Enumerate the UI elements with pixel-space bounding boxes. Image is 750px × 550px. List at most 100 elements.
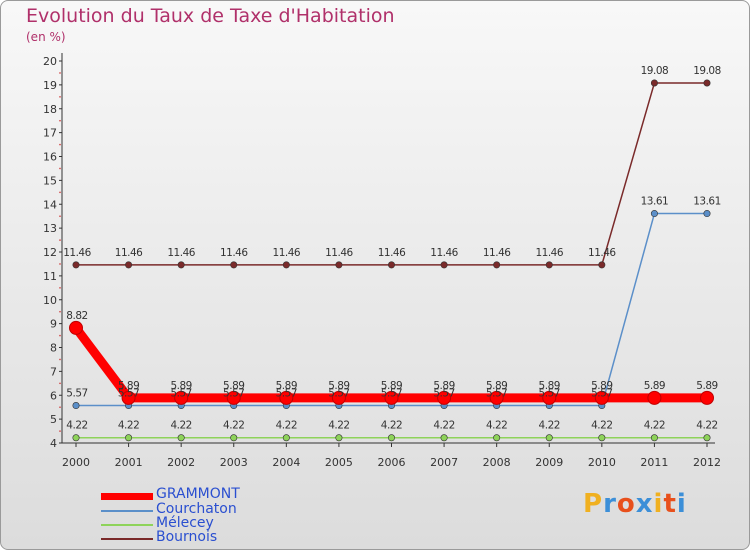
- data-label: 5.57: [591, 388, 612, 400]
- legend-label-grammont: GRAMMONT: [156, 486, 240, 502]
- y-tick-label: 9: [50, 318, 57, 331]
- data-label: 4.22: [381, 420, 402, 432]
- y-tick-label: 8: [50, 342, 57, 355]
- data-label: 5.89: [328, 380, 349, 392]
- y-tick-label: 14: [43, 198, 57, 211]
- x-tick-label: 2010: [588, 456, 616, 469]
- data-point: [335, 261, 343, 269]
- logo-letter: x: [635, 489, 654, 519]
- data-label: 5.57: [381, 388, 402, 400]
- data-label: 19.08: [641, 65, 669, 77]
- data-label: 11.46: [220, 247, 248, 259]
- data-label: 11.46: [63, 247, 91, 259]
- data-point: [72, 402, 80, 410]
- y-minor-tick: [59, 239, 61, 241]
- x-tick-label: 2000: [62, 456, 90, 469]
- data-label: 4.22: [66, 420, 87, 432]
- data-label: 5.89: [381, 380, 402, 392]
- logo-letter: r: [603, 489, 617, 519]
- data-label: 4.22: [328, 420, 349, 432]
- data-label: 13.61: [693, 196, 721, 208]
- y-tick-label: 17: [43, 127, 57, 140]
- data-point: [69, 320, 83, 335]
- data-label: 11.46: [483, 247, 511, 259]
- data-point: [125, 434, 133, 442]
- data-label: 11.46: [115, 247, 143, 259]
- legend-label-courchaton: Courchaton: [156, 501, 237, 517]
- data-label: 4.22: [486, 420, 507, 432]
- data-label: 11.46: [430, 247, 458, 259]
- data-point: [440, 261, 448, 269]
- y-minor-tick: [59, 406, 61, 408]
- data-label: 11.46: [167, 247, 195, 259]
- data-point: [545, 261, 553, 269]
- data-point: [72, 261, 80, 269]
- data-point: [230, 434, 238, 442]
- y-tick-label: 5: [50, 413, 57, 426]
- series-line-3: [75, 82, 708, 266]
- data-point: [598, 434, 606, 442]
- y-tick-label: 4: [50, 437, 57, 450]
- y-tick-label: 18: [43, 103, 57, 116]
- data-label: 5.57: [118, 388, 139, 400]
- data-point: [594, 390, 609, 405]
- legend-swatch-melecey: [101, 524, 153, 526]
- data-label: 4.22: [223, 420, 244, 432]
- data-label: 5.89: [223, 380, 244, 392]
- y-minor-tick: [59, 430, 61, 432]
- x-tick-label: 2003: [220, 456, 248, 469]
- data-label: 13.61: [641, 196, 669, 208]
- data-point: [650, 79, 658, 87]
- data-label: 11.46: [588, 247, 616, 259]
- y-tick-label: 12: [43, 246, 57, 259]
- data-point: [331, 390, 346, 405]
- y-tick-label: 7: [50, 365, 57, 378]
- legend-label-bournois: Bournois: [156, 529, 218, 545]
- y-minor-tick: [59, 191, 61, 194]
- y-minor-tick: [59, 334, 61, 337]
- data-label: 5.89: [276, 380, 297, 392]
- data-label: 5.89: [696, 380, 717, 392]
- data-point: [174, 390, 189, 405]
- legend-swatch-grammont: [101, 493, 153, 500]
- x-tick-label: 2008: [483, 456, 511, 469]
- data-point: [279, 390, 294, 405]
- data-point: [282, 261, 290, 269]
- data-point: [700, 390, 714, 405]
- y-minor-tick: [59, 96, 61, 98]
- data-label: 5.89: [539, 380, 560, 392]
- data-label: 19.08: [693, 65, 721, 77]
- data-label: 5.89: [170, 380, 191, 392]
- x-tick-label: 2002: [167, 456, 195, 469]
- y-minor-tick: [59, 382, 61, 385]
- y-minor-tick: [59, 310, 61, 313]
- data-point: [387, 261, 395, 269]
- data-point: [226, 390, 241, 405]
- y-tick-label: 10: [43, 294, 57, 307]
- y-tick-label: 19: [43, 79, 57, 92]
- data-label: 8.82: [66, 310, 87, 322]
- data-point: [647, 390, 662, 405]
- data-point: [437, 390, 452, 405]
- logo-letter: P: [583, 489, 604, 519]
- data-point: [598, 261, 606, 269]
- data-point: [440, 434, 448, 442]
- data-label: 4.22: [118, 420, 139, 432]
- y-tick-label: 16: [43, 151, 57, 164]
- data-label: 5.57: [433, 388, 454, 400]
- y-minor-tick: [59, 119, 61, 122]
- y-minor-tick: [59, 72, 61, 74]
- legend-swatch-courchaton: [101, 510, 153, 512]
- data-label: 4.22: [539, 420, 560, 432]
- data-label: 5.57: [539, 388, 560, 400]
- x-tick-label: 2007: [430, 456, 458, 469]
- data-label: 11.46: [535, 247, 563, 259]
- data-point: [335, 434, 343, 442]
- data-label: 11.46: [378, 247, 406, 259]
- y-tick-label: 13: [43, 222, 57, 235]
- data-label: 4.22: [696, 420, 717, 432]
- data-label: 5.89: [433, 380, 454, 392]
- logo-letter: i: [653, 489, 664, 519]
- data-point: [489, 390, 504, 405]
